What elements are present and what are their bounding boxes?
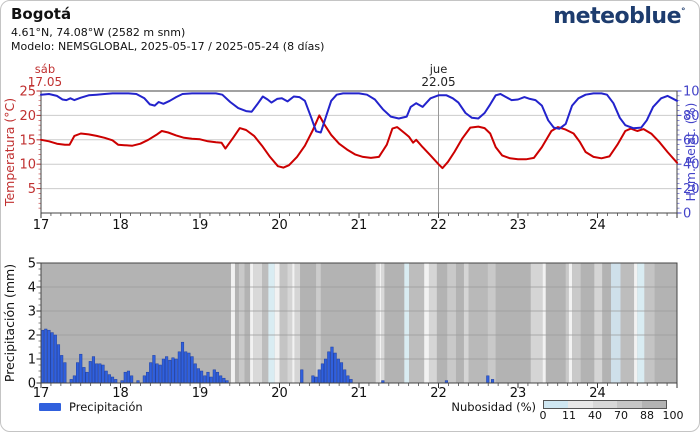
svg-text:17: 17: [33, 386, 50, 400]
location-coordinates: 4.61°N, 74.08°W (2582 m snm): [11, 26, 186, 39]
svg-text:22.05: 22.05: [421, 75, 455, 89]
svg-text:20: 20: [271, 386, 288, 400]
cloud-legend-scale: 0 11 40 70 88 100: [540, 400, 684, 422]
svg-text:23: 23: [510, 218, 527, 233]
svg-text:20: 20: [271, 218, 288, 233]
svg-text:20: 20: [683, 182, 700, 197]
cloud-tick-label: 70: [614, 409, 628, 422]
svg-text:3: 3: [28, 305, 36, 320]
svg-text:19: 19: [192, 386, 209, 400]
relative_humidity-line: [40, 92, 678, 134]
y-axis-precipitation: 0 1 2 3 4 5: [28, 257, 41, 392]
svg-text:2: 2: [28, 329, 36, 344]
temperature-line: [40, 114, 678, 170]
cloud-gradient-bar: [543, 400, 667, 409]
cloud-tick-label: 40: [588, 409, 602, 422]
svg-text:24: 24: [589, 218, 606, 233]
cloud-cover-bands: [41, 263, 677, 383]
svg-text:18: 18: [112, 386, 129, 400]
cloud-tick-label: 0: [539, 409, 547, 422]
cloud-tick-label: 88: [640, 409, 654, 422]
svg-text:5: 5: [28, 257, 36, 272]
svg-text:40: 40: [683, 158, 700, 173]
svg-text:sáb: sáb: [35, 62, 55, 76]
cloud-tick-label: 100: [662, 409, 684, 422]
precipitation-bars: [41, 328, 495, 384]
svg-text:0: 0: [28, 377, 36, 392]
precipitation-legend: Precipitación: [39, 400, 143, 414]
svg-text:21: 21: [351, 386, 368, 400]
svg-text:22: 22: [430, 218, 447, 233]
precipitation-swatch: [39, 403, 61, 411]
model-info: Modelo: NEMSGLOBAL, 2025-05-17 / 2025-05…: [11, 40, 325, 53]
svg-text:jue: jue: [429, 62, 448, 76]
svg-text:21: 21: [351, 218, 368, 233]
svg-text:25: 25: [19, 85, 36, 100]
cloud-legend-label: Nubosidad (%): [451, 400, 536, 414]
svg-text:22: 22: [430, 386, 447, 400]
temperature-humidity-chart: 17 18 19 20 21 22 23 24 25 20 15 10 5 100 80 60 40 20 0 Tem…: [2, 62, 700, 233]
plot-frame: [40, 90, 678, 214]
cloud-tick-label: 11: [562, 409, 576, 422]
svg-text:60: 60: [683, 133, 700, 148]
humidity-axis-title: Hum. Relat. (%): [683, 103, 698, 202]
svg-text:23: 23: [510, 386, 527, 400]
svg-text:17: 17: [33, 218, 50, 233]
plot-frame: [40, 262, 678, 384]
location-title: Bogotá: [11, 5, 72, 23]
svg-text:10: 10: [19, 158, 36, 173]
y-axis-temperature: 25 20 15 10 5: [19, 85, 41, 209]
svg-text:100: 100: [683, 85, 700, 100]
precipitation-axis-title: Precipitación (mm): [2, 264, 17, 382]
meteoblue-logo[interactable]: meteoblue°: [553, 4, 685, 29]
chart-legend: Precipitación Nubosidad (%) 0 11 40 70 88 100: [39, 400, 684, 422]
precipitation-legend-label: Precipitación: [69, 400, 143, 414]
svg-text:1: 1: [28, 353, 36, 368]
cloud-cover-legend: Nubosidad (%) 0 11 40 70 88 100: [451, 400, 684, 422]
svg-text:0: 0: [683, 207, 691, 222]
svg-text:80: 80: [683, 109, 700, 124]
gridlines: [41, 114, 677, 190]
meteoblue-logo-text: meteoblue: [553, 4, 681, 29]
svg-text:17.05: 17.05: [28, 75, 62, 89]
svg-text:5: 5: [28, 182, 36, 197]
svg-text:20: 20: [19, 109, 36, 124]
y-axis-humidity: 100 80 60 40 20 0: [677, 85, 700, 222]
svg-text:4: 4: [28, 281, 36, 296]
svg-text:24: 24: [589, 386, 606, 400]
svg-text:15: 15: [19, 133, 36, 148]
svg-text:19: 19: [192, 218, 209, 233]
cloud-scale-ticks: 0 11 40 70 88 100: [539, 409, 684, 422]
temperature-axis-title: Temperatura (°C): [2, 98, 17, 207]
meteoblue-logo-mark: °: [681, 7, 686, 17]
svg-text:18: 18: [112, 218, 129, 233]
